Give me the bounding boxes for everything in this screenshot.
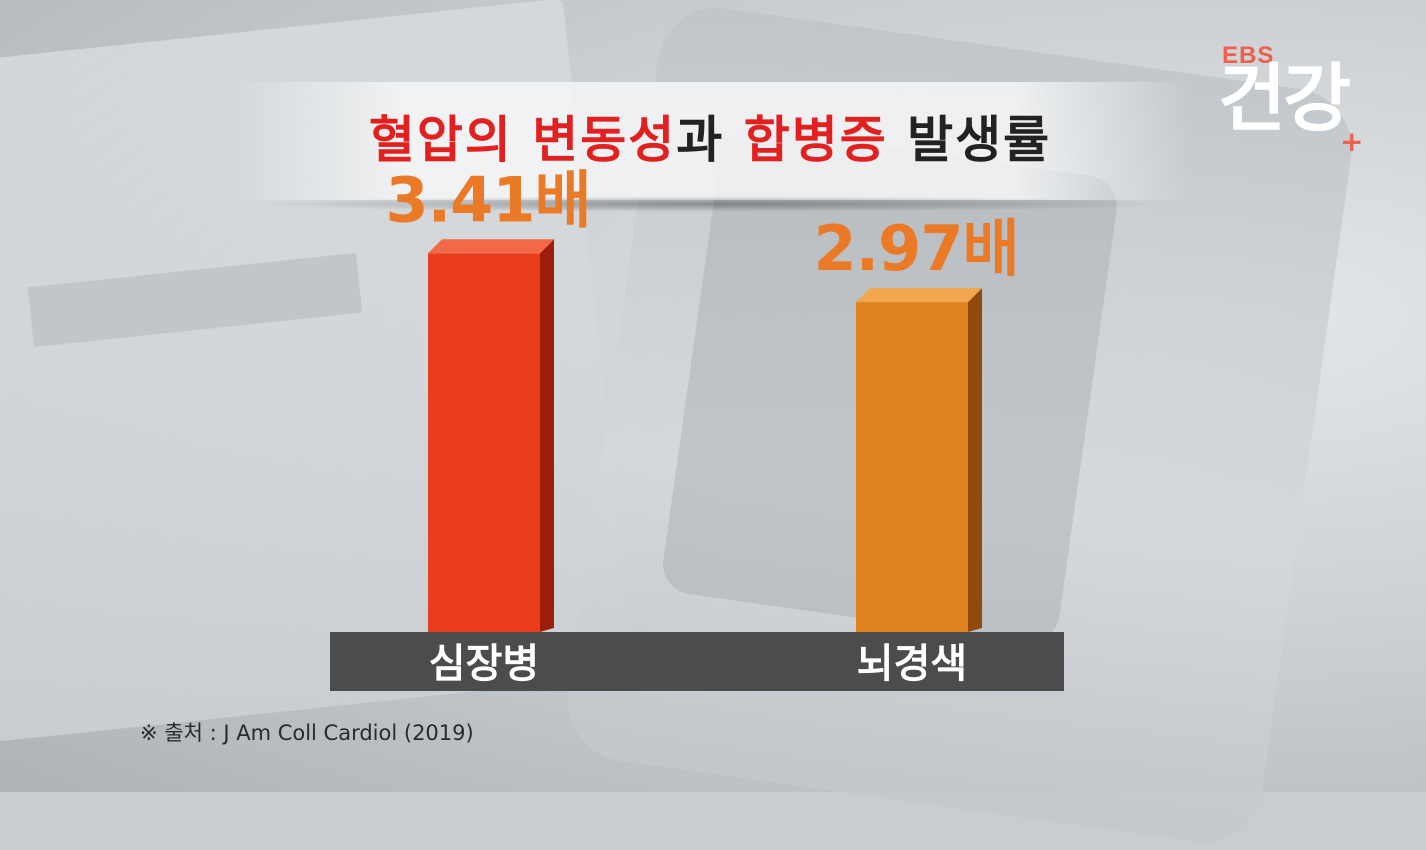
category-label: 뇌경색 [857,641,967,687]
bar-top [428,239,554,254]
category-axis-band [330,632,1064,691]
bar-side [968,288,982,632]
logo-ebs-text: EBS [1222,42,1275,69]
title-part: 변동성 [532,111,677,169]
bar-value-label: 3.41배 [385,163,590,236]
source-note: ※ 출처 : J Am Coll Cardiol (2019) [140,721,474,745]
logo-health-text: 건강 [1218,56,1351,142]
bar-top [856,288,982,303]
title-part: 발생률 [887,111,1052,169]
title-part: 합병증 [743,111,888,169]
chart-title: 혈압의 변동성과 합병증 발생률 [230,100,1190,172]
title-part: 과 [676,111,744,169]
category-label: 심장병 [429,641,539,687]
logo-plus-icon: + [1340,125,1364,158]
title-underline-shadow [250,196,1170,212]
bar-value-label: 2.97배 [813,212,1018,285]
bar [428,253,540,632]
title-band [230,82,1190,200]
bar [856,302,968,632]
bar-side [540,239,554,632]
title-part: 혈압의 [368,111,533,169]
